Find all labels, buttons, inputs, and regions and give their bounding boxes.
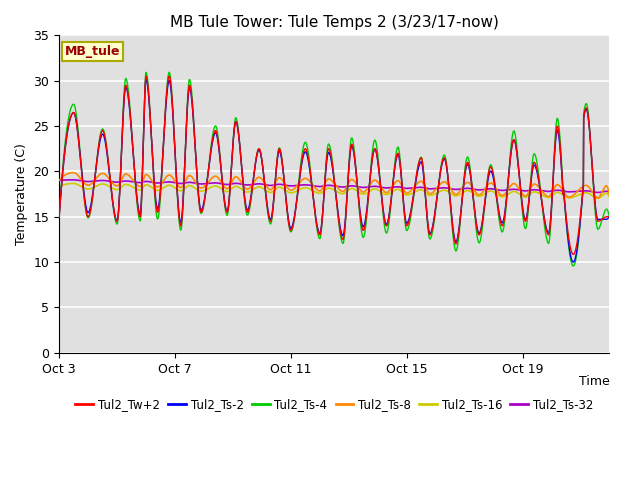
Legend: Tul2_Tw+2, Tul2_Ts-2, Tul2_Ts-4, Tul2_Ts-8, Tul2_Ts-16, Tul2_Ts-32: Tul2_Tw+2, Tul2_Ts-2, Tul2_Ts-4, Tul2_Ts… <box>71 394 598 416</box>
Y-axis label: Temperature (C): Temperature (C) <box>15 143 28 245</box>
Title: MB Tule Tower: Tule Temps 2 (3/23/17-now): MB Tule Tower: Tule Temps 2 (3/23/17-now… <box>170 15 499 30</box>
Text: Time: Time <box>579 375 609 388</box>
Text: MB_tule: MB_tule <box>65 45 120 58</box>
